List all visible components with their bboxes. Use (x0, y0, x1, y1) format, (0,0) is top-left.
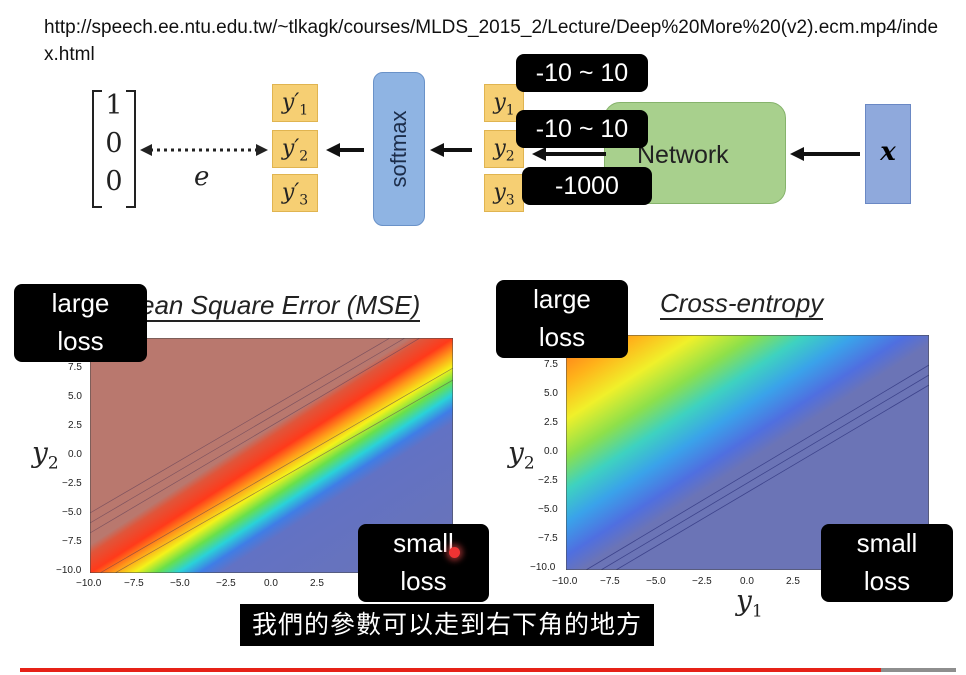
softmax-label: softmax (386, 110, 411, 188)
annotation-y1-range: -10 ~ 10 (516, 54, 648, 92)
video-progress-bar[interactable] (20, 668, 956, 672)
ce-plot-title: Cross-entropy (660, 288, 824, 320)
ce-small-loss-tag: small loss (821, 524, 953, 602)
mse-small-loss-tag: small loss (358, 524, 489, 602)
ce-y-tick: −10.0 (530, 562, 556, 573)
y-prime-3-sub: 3 (299, 192, 309, 209)
y-3-base: y (493, 180, 506, 205)
annotation-y3-value: -1000 (522, 167, 652, 205)
mse-y-axis-base: y (32, 436, 48, 469)
mse-large-loss-line-1: large (51, 288, 110, 318)
mse-y-tick: −7.5 (62, 536, 82, 547)
y-2-base: y (493, 136, 506, 161)
ce-x-axis-base: y (736, 584, 752, 617)
mse-y-axis-label: y2 (32, 436, 59, 474)
y-3-sub: 3 (505, 192, 515, 209)
left-bracket (92, 90, 102, 208)
mse-x-tick: −10.0 (76, 578, 102, 589)
y-prime-1-sub: 1 (299, 102, 309, 119)
mse-y-tick: −5.0 (62, 507, 82, 518)
ce-large-loss-line-2: loss (538, 322, 586, 352)
y-3-box: y3 (484, 174, 524, 212)
target-vector: 1 0 0 (92, 90, 136, 208)
y-2-sub: 2 (505, 148, 515, 165)
error-double-arrow (140, 144, 268, 156)
arrow-x-to-network (790, 147, 860, 161)
mse-y-axis-sub: 2 (47, 453, 59, 474)
mse-large-loss-line-2: loss (57, 326, 104, 356)
mse-x-tick: −5.0 (170, 578, 190, 589)
arrow-y-to-softmax (430, 143, 472, 157)
ce-y-tick: 2.5 (544, 417, 558, 428)
error-label: e (194, 162, 210, 192)
mse-small-loss-line-1: small (393, 528, 454, 558)
mse-y-tick: 5.0 (68, 391, 82, 402)
mse-small-loss-line-2: loss (400, 566, 447, 596)
y-prime-2-base: y′ (281, 136, 300, 161)
ce-x-tick: 0.0 (740, 576, 754, 587)
network-label: Network (637, 141, 729, 169)
y-1-sub: 1 (505, 102, 515, 119)
y-1-base: y (493, 90, 506, 115)
ce-x-tick: −7.5 (600, 576, 620, 587)
mse-y-tick: −2.5 (62, 478, 82, 489)
ce-x-tick: −2.5 (692, 576, 712, 587)
mse-y-tick: 0.0 (68, 449, 82, 460)
mse-x-tick: −7.5 (124, 578, 144, 589)
ce-y-axis-sub: 2 (523, 453, 535, 474)
mse-large-loss-tag: large loss (14, 284, 147, 362)
cursor-pointer-icon (449, 547, 460, 558)
mse-y-tick: 2.5 (68, 420, 82, 431)
ce-small-loss-line-2: loss (863, 566, 911, 596)
ce-x-tick: −10.0 (552, 576, 578, 587)
y-1-box: y1 (484, 84, 524, 122)
input-x-label: x (880, 137, 896, 167)
arrow-softmax-to-yprime (326, 143, 364, 157)
video-progress-played (20, 668, 882, 672)
ce-large-loss-tag: large loss (496, 280, 628, 358)
annotation-y2-range: -10 ~ 10 (516, 110, 648, 148)
ce-y-tick: 0.0 (544, 446, 558, 457)
ce-y-tick: −5.0 (538, 504, 558, 515)
y-prime-2-sub: 2 (299, 148, 309, 165)
mse-plot-title: ean Square Error (MSE) (140, 290, 421, 322)
softmax-block: softmax (373, 72, 425, 226)
y-prime-1-base: y′ (281, 90, 300, 115)
ce-y-tick: −7.5 (538, 533, 558, 544)
lecture-url: http://speech.ee.ntu.edu.tw/~tlkagk/cour… (44, 17, 939, 65)
y-prime-3-base: y′ (281, 180, 300, 205)
target-value-1: 1 (105, 90, 123, 121)
ce-x-axis-sub: 1 (751, 601, 763, 622)
video-subtitle: 我們的參數可以走到右下角的地方 (240, 604, 655, 646)
ce-large-loss-line-1: large (533, 284, 591, 314)
arrow-network-to-y (532, 147, 606, 161)
mse-x-tick: −2.5 (216, 578, 236, 589)
mse-x-tick: 0.0 (264, 578, 278, 589)
ce-x-axis-label: y1 (736, 584, 763, 622)
mse-y-tick: 7.5 (68, 362, 82, 373)
y-prime-2-box: y′2 (272, 130, 318, 168)
ce-y-tick: −2.5 (538, 475, 558, 486)
input-x-block: x (865, 104, 911, 204)
ce-x-tick: 2.5 (786, 576, 800, 587)
ce-y-axis-label: y2 (508, 436, 535, 474)
ce-x-tick: −5.0 (646, 576, 666, 587)
ce-y-axis-base: y (508, 436, 524, 469)
y-prime-3-box: y′3 (272, 174, 318, 212)
right-bracket (126, 90, 136, 208)
ce-small-loss-line-1: small (856, 528, 918, 558)
mse-y-tick: −10.0 (56, 565, 82, 576)
ce-y-tick: 5.0 (544, 388, 558, 399)
target-value-3: 0 (105, 166, 123, 197)
mse-x-tick: 2.5 (310, 578, 324, 589)
y-prime-1-box: y′1 (272, 84, 318, 122)
ce-y-tick: 7.5 (544, 359, 558, 370)
target-value-2: 0 (105, 128, 123, 159)
